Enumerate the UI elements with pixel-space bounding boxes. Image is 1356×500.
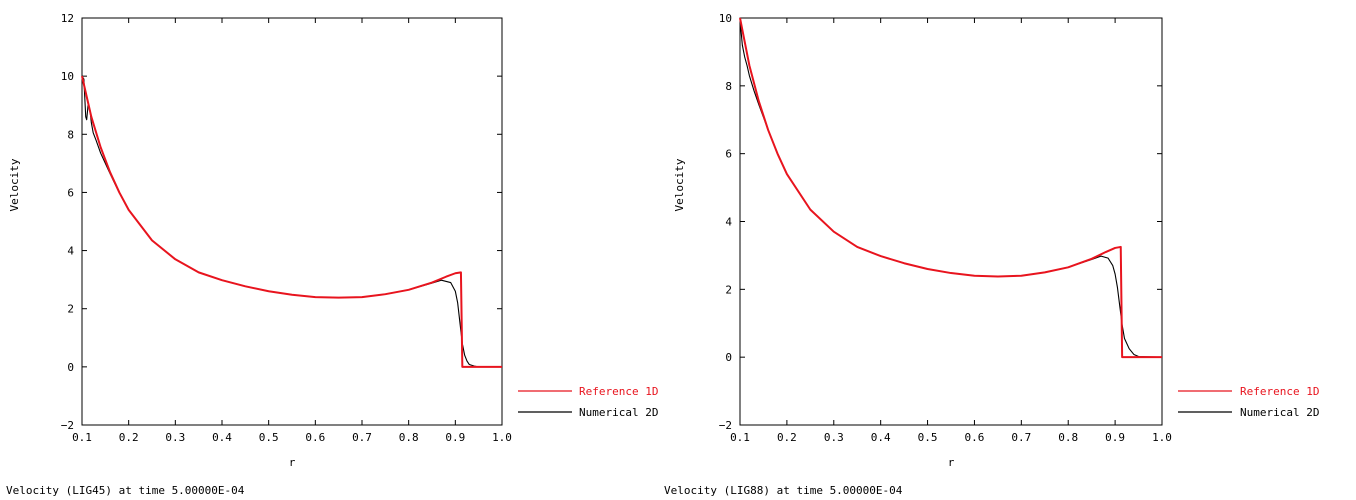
x-tick-label: 0.9: [1105, 431, 1125, 444]
reference-1d-line: [81, 75, 502, 368]
x-tick-label: 0.7: [1011, 431, 1031, 444]
x-tick-label: 0.8: [1058, 431, 1078, 444]
y-tick-label: 0: [67, 361, 74, 374]
x-tick-label: 0.3: [165, 431, 185, 444]
numerical-2d-line: [81, 75, 502, 368]
numerical-2d-line: [739, 19, 1163, 358]
x-tick-label: 0.5: [918, 431, 938, 444]
x-tick-label: 1.0: [492, 431, 512, 444]
y-tick-label: 8: [725, 80, 732, 93]
x-tick-label: 0.2: [119, 431, 139, 444]
chart-caption: Velocity (LIG45) at time 5.00000E-04: [6, 484, 245, 497]
y-tick-label: 2: [725, 283, 732, 296]
x-tick-label: 0.5: [259, 431, 279, 444]
y-tick-label: 12: [61, 12, 74, 25]
x-tick-label: 0.1: [730, 431, 750, 444]
legend-label-numerical: Numerical 2D: [579, 406, 658, 419]
x-tick-label: 0.9: [445, 431, 465, 444]
x-tick-label: 0.6: [965, 431, 985, 444]
y-tick-label: 0: [725, 351, 732, 364]
y-tick-label: 4: [725, 216, 732, 229]
y-tick-label: 4: [67, 245, 74, 258]
y-tick-label: 2: [67, 303, 74, 316]
x-tick-label: 0.4: [212, 431, 232, 444]
x-tick-label: 0.8: [399, 431, 419, 444]
chart-caption: Velocity (LIG88) at time 5.00000E-04: [664, 484, 903, 497]
y-tick-label: 10: [61, 70, 74, 83]
x-tick-label: 0.2: [777, 431, 797, 444]
y-tick-label: −2: [719, 419, 732, 432]
x-axis-label: r: [289, 456, 296, 469]
x-tick-label: 0.3: [824, 431, 844, 444]
x-tick-label: 0.4: [871, 431, 891, 444]
x-tick-label: 0.1: [72, 431, 92, 444]
y-axis-label: Velocity: [673, 158, 686, 211]
legend-label-reference: Reference 1D: [1240, 385, 1319, 398]
x-tick-label: 0.7: [352, 431, 372, 444]
legend-label-numerical: Numerical 2D: [1240, 406, 1319, 419]
y-tick-label: 10: [719, 12, 732, 25]
plot-frame-2: [739, 17, 1163, 426]
legend-label-reference: Reference 1D: [579, 385, 658, 398]
y-axis-label: Velocity: [8, 158, 21, 211]
y-tick-label: 8: [67, 128, 74, 141]
x-tick-label: 0.6: [305, 431, 325, 444]
y-tick-label: −2: [61, 419, 74, 432]
reference-1d-line: [739, 17, 1162, 359]
y-tick-label: 6: [67, 186, 74, 199]
plot-frame-1: [81, 17, 503, 426]
x-axis-label: r: [948, 456, 955, 469]
y-tick-label: 6: [725, 148, 732, 161]
x-tick-label: 1.0: [1152, 431, 1172, 444]
